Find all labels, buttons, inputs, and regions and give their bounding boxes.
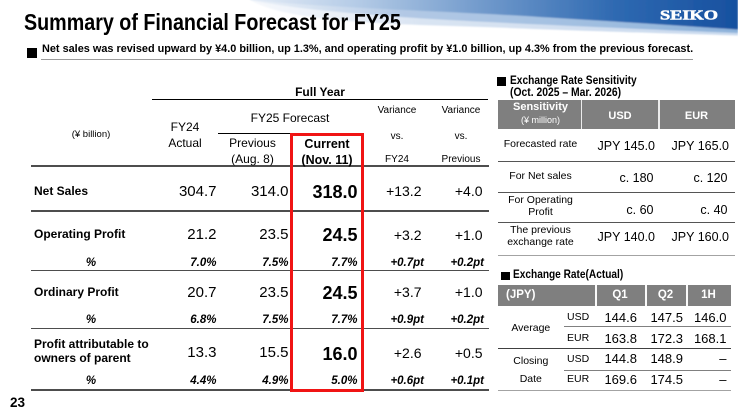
svg-text:SEIKO: SEIKO [660,8,718,23]
